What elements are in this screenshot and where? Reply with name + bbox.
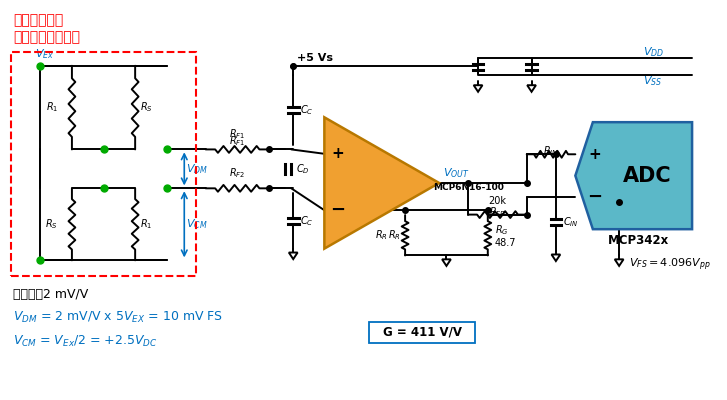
Text: 20k: 20k bbox=[489, 196, 507, 206]
Polygon shape bbox=[615, 259, 624, 266]
FancyBboxPatch shape bbox=[369, 322, 475, 343]
Text: $R_{F2}$: $R_{F2}$ bbox=[229, 166, 246, 180]
Text: MCP6N16-100: MCP6N16-100 bbox=[433, 183, 504, 192]
Text: +: + bbox=[588, 147, 601, 162]
Text: $V_{DM}$ = 2 mV/V x 5$V_{EX}$ = 10 mV FS: $V_{DM}$ = 2 mV/V x 5$V_{EX}$ = 10 mV FS bbox=[13, 310, 223, 325]
Text: +: + bbox=[332, 146, 345, 161]
Text: $R_S$: $R_S$ bbox=[140, 101, 153, 114]
Text: $V_{SS}$: $V_{SS}$ bbox=[643, 74, 663, 88]
Text: +5 Vs: +5 Vs bbox=[297, 53, 333, 63]
Text: $R_{F1}$: $R_{F1}$ bbox=[229, 127, 246, 141]
Text: $V_{Ex}$: $V_{Ex}$ bbox=[36, 47, 55, 61]
Text: $R_G$: $R_G$ bbox=[494, 224, 508, 237]
Text: $R_R$: $R_R$ bbox=[387, 228, 401, 242]
Polygon shape bbox=[552, 254, 561, 261]
Text: $V_{CM}$: $V_{CM}$ bbox=[186, 218, 208, 231]
Polygon shape bbox=[442, 259, 451, 266]
Text: $C_{IN}$: $C_{IN}$ bbox=[563, 216, 579, 229]
Text: ADC: ADC bbox=[623, 166, 672, 186]
Polygon shape bbox=[324, 117, 439, 249]
Text: −: − bbox=[330, 201, 345, 219]
Text: 灵敏度：2 mV/V: 灵敏度：2 mV/V bbox=[13, 288, 88, 300]
Text: MCP342x: MCP342x bbox=[608, 234, 669, 247]
Text: 传感器的位置: 传感器的位置 bbox=[13, 13, 63, 27]
Text: 48.7: 48.7 bbox=[494, 238, 516, 248]
Text: $R_1$: $R_1$ bbox=[46, 101, 58, 114]
Text: $R_S$: $R_S$ bbox=[46, 218, 58, 231]
Polygon shape bbox=[474, 85, 483, 92]
Text: 可以具有一定距离: 可以具有一定距离 bbox=[13, 30, 80, 44]
Text: $C_C$: $C_C$ bbox=[300, 103, 313, 117]
Text: $R_{FB}$: $R_{FB}$ bbox=[489, 205, 506, 219]
Text: $R_{IN}$: $R_{IN}$ bbox=[543, 144, 559, 158]
Text: $V_{DD}$: $V_{DD}$ bbox=[643, 45, 664, 59]
Text: $V_{OUT}$: $V_{OUT}$ bbox=[443, 166, 470, 180]
Text: $C_D$: $C_D$ bbox=[296, 162, 310, 176]
Polygon shape bbox=[289, 252, 297, 259]
Polygon shape bbox=[575, 122, 692, 229]
Text: $R_{F1}$: $R_{F1}$ bbox=[229, 134, 246, 148]
Text: $C_C$: $C_C$ bbox=[300, 214, 313, 228]
Text: $R_1$: $R_1$ bbox=[140, 218, 153, 231]
Text: $V_{CM}$ = $V_{Ex}$/2 = +2.5$V_{DC}$: $V_{CM}$ = $V_{Ex}$/2 = +2.5$V_{DC}$ bbox=[13, 334, 158, 349]
Polygon shape bbox=[527, 85, 536, 92]
Text: $R_R$: $R_R$ bbox=[375, 228, 387, 242]
Text: −: − bbox=[587, 188, 603, 206]
Text: $V_{FS} = 4.096V_{pp}$: $V_{FS} = 4.096V_{pp}$ bbox=[629, 257, 711, 273]
Text: G = 411 V/V: G = 411 V/V bbox=[383, 326, 462, 339]
Text: $V_{DM}$: $V_{DM}$ bbox=[186, 162, 209, 176]
